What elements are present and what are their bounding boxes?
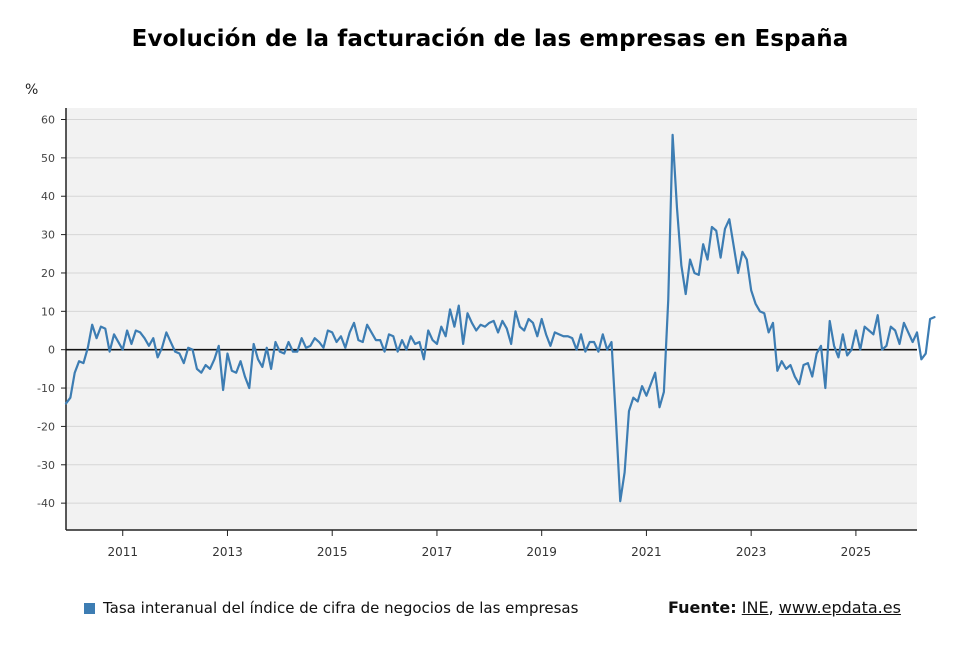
y-axis-ticks: -40 -30 -20 -10 0 10 20 30 40 50 60 <box>37 114 66 510</box>
source-separator: , <box>768 598 774 617</box>
y-tick-label: 50 <box>41 152 55 165</box>
series-group <box>64 133 936 503</box>
series-line <box>64 133 936 503</box>
y-tick-label: -40 <box>37 497 55 510</box>
x-tick-label: 2011 <box>107 545 138 559</box>
legend: Tasa interanual del índice de cifra de n… <box>84 598 578 618</box>
x-tick-label: 2015 <box>317 545 348 559</box>
source-label: Fuente: <box>668 598 737 617</box>
x-tick-label: 2023 <box>736 545 767 559</box>
y-tick-label: 40 <box>41 190 55 203</box>
source-link-epdata[interactable]: www.epdata.es <box>778 598 901 617</box>
y-tick-label: -10 <box>37 382 55 395</box>
x-axis-ticks: 2011 2013 2015 2017 2019 2021 2023 2025 <box>107 530 871 559</box>
x-tick-label: 2021 <box>631 545 662 559</box>
y-tick-label: 20 <box>41 267 55 280</box>
x-tick-label: 2019 <box>526 545 557 559</box>
source-link-ine[interactable]: INE <box>741 598 769 617</box>
y-axis-label: % <box>25 82 38 98</box>
legend-swatch <box>84 602 95 614</box>
y-tick-label: 60 <box>41 114 55 127</box>
x-tick-label: 2017 <box>422 545 453 559</box>
x-tick-label: 2013 <box>212 545 243 559</box>
source-credit: Fuente: INE, www.epdata.es <box>668 598 901 618</box>
plot-area <box>66 108 917 530</box>
chart-title: Evolución de la facturación de las empre… <box>131 26 849 52</box>
x-tick-label: 2025 <box>841 545 872 559</box>
legend-label: Tasa interanual del índice de cifra de n… <box>103 599 579 617</box>
y-tick-label: 30 <box>41 229 55 242</box>
y-tick-label: 0 <box>48 344 55 357</box>
y-tick-label: 10 <box>41 305 55 318</box>
grid-lines <box>66 119 917 504</box>
y-tick-label: -20 <box>37 420 55 433</box>
y-tick-label: -30 <box>37 459 55 472</box>
